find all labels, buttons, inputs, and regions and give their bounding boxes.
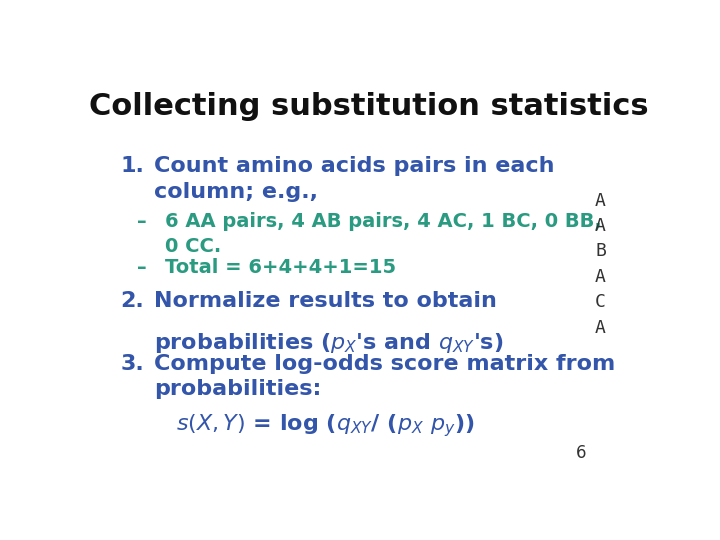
Text: Total = 6+4+4+1=15: Total = 6+4+4+1=15 — [166, 258, 397, 277]
Text: C: C — [595, 294, 606, 312]
Text: –: – — [138, 258, 147, 277]
Text: 6 AA pairs, 4 AB pairs, 4 AC, 1 BC, 0 BB,
0 CC.: 6 AA pairs, 4 AB pairs, 4 AC, 1 BC, 0 BB… — [166, 212, 602, 255]
Text: $s(X,Y)$ = log ($q_{XY}$/ ($p_X$ $p_y$)): $s(X,Y)$ = log ($q_{XY}$/ ($p_X$ $p_y$)) — [176, 412, 475, 439]
Text: B: B — [595, 242, 606, 260]
Text: probabilities ($p_X$'s and $q_{XY}$'s): probabilities ($p_X$'s and $q_{XY}$'s) — [154, 331, 503, 355]
Text: A: A — [595, 268, 606, 286]
Text: Count amino acids pairs in each
column; e.g.,: Count amino acids pairs in each column; … — [154, 156, 554, 202]
Text: Normalize results to obtain: Normalize results to obtain — [154, 292, 497, 312]
Text: Collecting substitution statistics: Collecting substitution statistics — [89, 92, 649, 121]
Text: 6: 6 — [576, 444, 586, 462]
Text: 1.: 1. — [121, 156, 145, 176]
Text: Compute log-odds score matrix from
probabilities:: Compute log-odds score matrix from proba… — [154, 354, 616, 400]
Text: A: A — [595, 319, 606, 338]
Text: 2.: 2. — [121, 292, 145, 312]
Text: 3.: 3. — [121, 354, 145, 374]
Text: A: A — [595, 192, 606, 210]
Text: A: A — [595, 217, 606, 234]
Text: –: – — [138, 212, 147, 232]
